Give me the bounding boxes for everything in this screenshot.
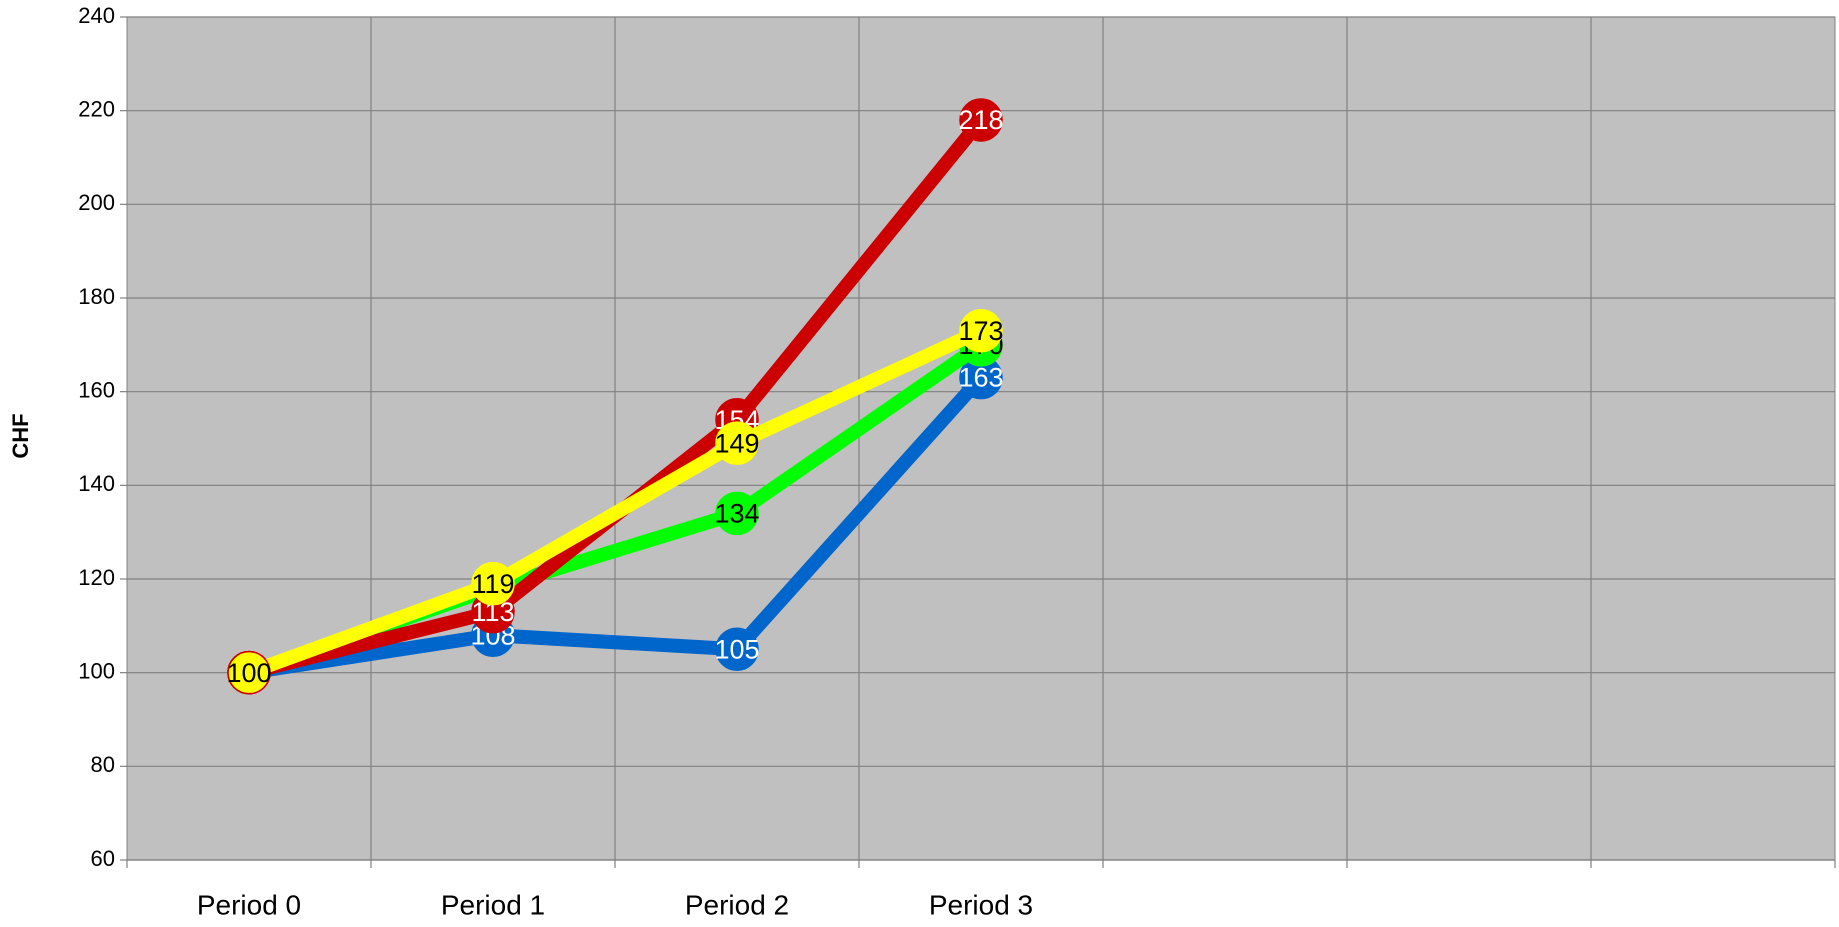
marker — [715, 627, 759, 671]
y-tick-label: 60 — [91, 846, 115, 871]
data-label: 218 — [958, 105, 1003, 135]
y-tick-label: 160 — [78, 377, 115, 402]
y-tick-label: 120 — [78, 565, 115, 590]
data-label: 119 — [471, 569, 514, 599]
plot-area — [126, 16, 1836, 861]
marker — [227, 650, 271, 695]
y-tick-label: 240 — [78, 3, 115, 28]
series-line — [247, 372, 987, 680]
marker — [959, 98, 1003, 142]
y-tick-label: 180 — [78, 284, 115, 309]
marker — [471, 561, 515, 606]
x-tick-label: Period 0 — [197, 889, 301, 920]
marker — [959, 309, 1003, 353]
data-label: 100 — [226, 658, 271, 688]
x-tick-label: Period 3 — [929, 889, 1033, 920]
series-line — [246, 324, 984, 680]
data-label: 173 — [958, 316, 1003, 346]
marker — [715, 421, 759, 465]
data-label: 105 — [714, 634, 759, 664]
y-tick-label: 200 — [78, 190, 115, 215]
data-label: 149 — [714, 428, 759, 458]
data-label: 163 — [958, 363, 1003, 393]
y-tick-label: 100 — [78, 658, 115, 683]
y-tick-label: 80 — [91, 752, 115, 777]
marker — [715, 491, 759, 536]
x-tick-label: Period 1 — [441, 889, 545, 920]
data-label: 134 — [714, 499, 759, 529]
y-tick-label: 140 — [78, 471, 115, 496]
y-axis-title: CHF — [8, 413, 33, 458]
y-tick-label: 220 — [78, 96, 115, 121]
x-tick-label: Period 2 — [685, 889, 789, 920]
